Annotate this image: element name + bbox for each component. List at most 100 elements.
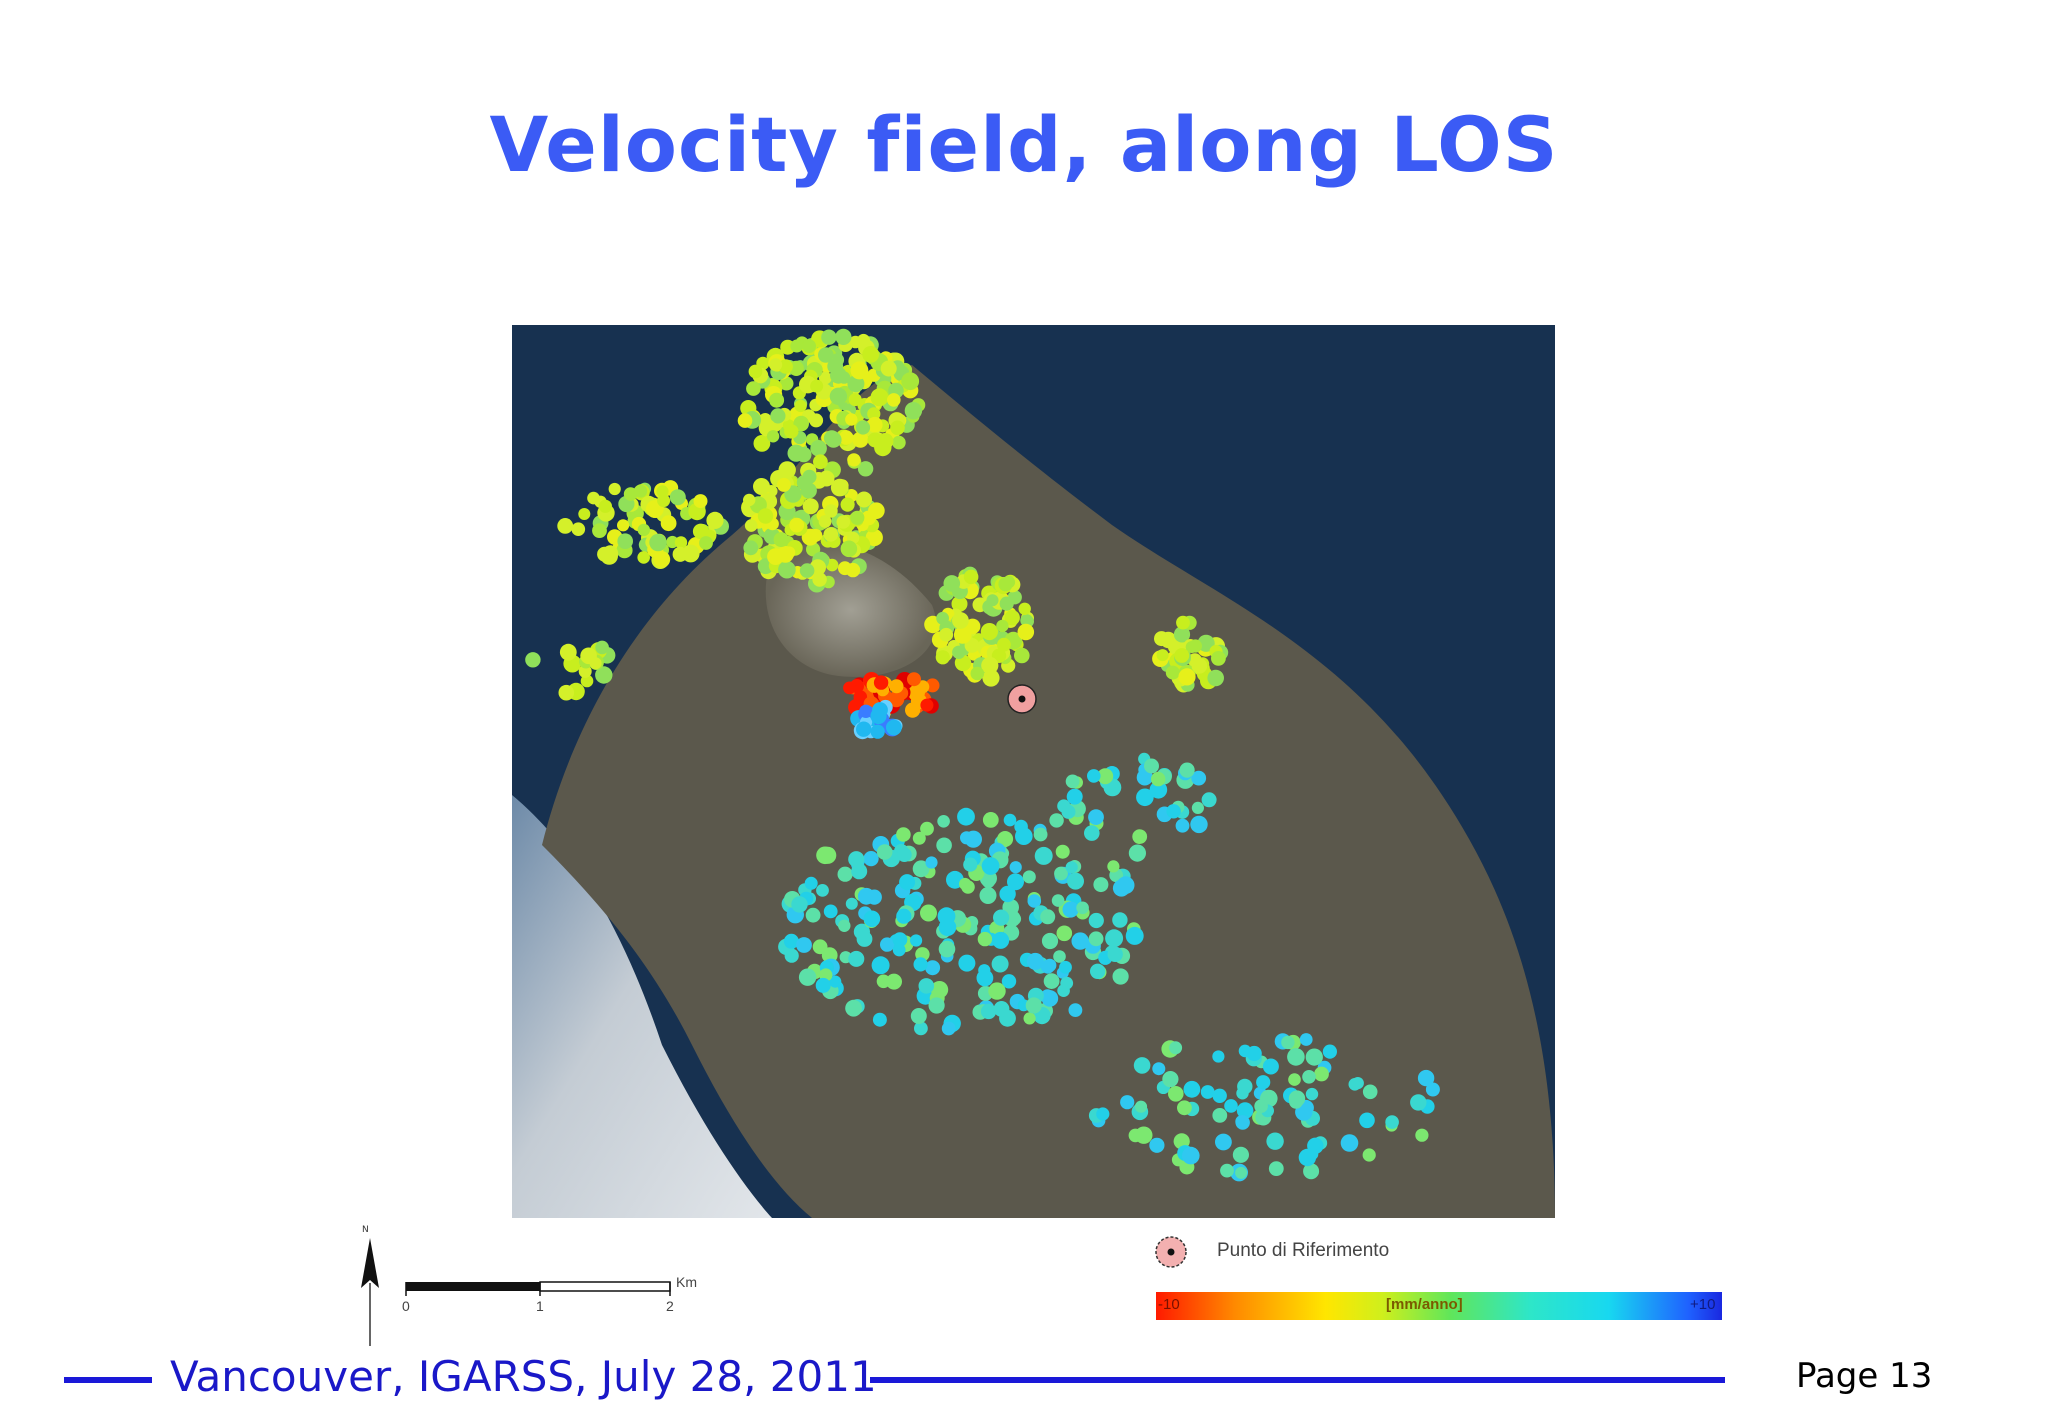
- ps-point: [559, 643, 577, 661]
- map-canvas: [512, 325, 1555, 1218]
- ps-point: [981, 656, 999, 675]
- scale-tick-1: 1: [536, 1298, 544, 1314]
- velocity-map: [512, 325, 1555, 1218]
- ps-point: [941, 1021, 956, 1036]
- ps-point: [1215, 1133, 1232, 1151]
- ps-point: [1097, 768, 1114, 785]
- ps-point: [706, 511, 724, 529]
- ps-point: [1133, 1057, 1151, 1074]
- ps-point: [836, 515, 851, 529]
- ps-point: [1236, 1102, 1254, 1119]
- ps-point: [1190, 815, 1208, 834]
- ps-point: [848, 851, 865, 868]
- ps-point: [873, 675, 889, 690]
- ps-point: [892, 932, 908, 947]
- ps-point: [856, 721, 872, 737]
- colorbar-unit-label: [mm/anno]: [1386, 1296, 1463, 1313]
- ps-point: [958, 954, 976, 972]
- ps-point: [1162, 1071, 1179, 1088]
- ps-point: [845, 999, 862, 1017]
- ps-point: [1175, 818, 1190, 833]
- ps-point: [1191, 658, 1208, 674]
- ps-point: [939, 627, 954, 642]
- ps-point: [1107, 946, 1123, 962]
- ps-point: [753, 435, 771, 452]
- ps-point: [829, 387, 848, 405]
- ps-point: [1212, 1108, 1228, 1123]
- ps-point: [980, 623, 998, 641]
- ps-point: [558, 684, 575, 701]
- ps-point: [963, 857, 978, 872]
- ps-point: [608, 482, 621, 496]
- ps-point: [1128, 844, 1146, 862]
- ps-point: [813, 454, 828, 470]
- ps-point: [1055, 844, 1070, 859]
- ps-point: [856, 491, 872, 508]
- ps-point: [876, 974, 891, 989]
- ps-point: [1057, 984, 1070, 997]
- ps-point: [1093, 877, 1109, 893]
- ps-point: [1040, 959, 1055, 974]
- ps-point: [602, 545, 619, 561]
- ps-point: [657, 494, 671, 508]
- ps-point: [1415, 1128, 1429, 1142]
- ps-point: [838, 430, 854, 445]
- ps-point: [857, 887, 875, 905]
- ps-point: [1149, 1137, 1165, 1153]
- ps-point: [824, 504, 838, 518]
- ps-point: [1065, 774, 1080, 789]
- ps-point: [910, 1008, 927, 1024]
- ps-point: [896, 827, 911, 842]
- ps-point: [1185, 641, 1198, 653]
- ps-point: [905, 702, 921, 718]
- ps-point: [1061, 804, 1076, 819]
- ps-point: [1410, 1094, 1427, 1111]
- ps-point: [818, 515, 832, 528]
- ps-point: [743, 493, 756, 507]
- ps-point: [897, 847, 912, 862]
- ps-point: [1322, 1044, 1337, 1059]
- north-arrow-icon: [361, 1238, 379, 1346]
- ps-point: [890, 420, 905, 436]
- ps-point: [892, 435, 906, 450]
- ps-point: [1007, 873, 1024, 891]
- ps-point: [863, 910, 881, 928]
- ps-point: [821, 329, 837, 345]
- ps-point: [886, 973, 902, 990]
- ps-point: [1362, 1084, 1378, 1100]
- ps-point: [1262, 1058, 1279, 1075]
- ps-point: [1059, 960, 1072, 974]
- ps-point: [809, 413, 824, 428]
- ps-point: [830, 478, 849, 497]
- ps-point: [843, 681, 856, 695]
- ps-point: [1288, 1090, 1306, 1107]
- ps-point: [943, 575, 961, 592]
- ps-point: [623, 487, 638, 501]
- ps-point: [872, 702, 888, 718]
- ps-point: [1305, 1087, 1319, 1101]
- ps-point: [1246, 1045, 1262, 1062]
- ps-point: [737, 413, 753, 428]
- ps-point: [925, 678, 940, 693]
- ps-point: [1088, 809, 1104, 825]
- ps-point: [1177, 1100, 1192, 1116]
- ps-point: [912, 860, 930, 878]
- ps-point: [1176, 615, 1190, 630]
- ps-point: [818, 347, 834, 363]
- ps-point: [840, 497, 855, 512]
- ps-point: [986, 594, 999, 607]
- ps-point: [1200, 1085, 1215, 1099]
- reference-point-legend-icon: [1155, 1236, 1187, 1268]
- ps-point: [880, 937, 895, 952]
- ps-point: [867, 432, 883, 448]
- ps-point: [1043, 973, 1060, 989]
- ps-point: [1125, 926, 1144, 945]
- ps-point: [889, 679, 904, 694]
- ps-point: [829, 975, 842, 988]
- ps-point: [1169, 1041, 1183, 1055]
- ps-point: [1009, 861, 1022, 874]
- ps-point: [1025, 997, 1042, 1014]
- ps-point: [769, 392, 785, 408]
- ps-point: [1062, 901, 1079, 918]
- footer-line-right: [870, 1377, 1725, 1383]
